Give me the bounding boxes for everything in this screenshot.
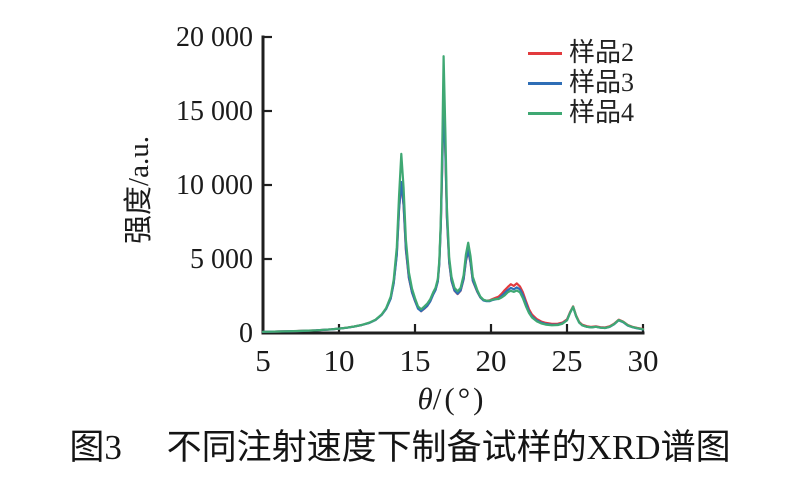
x-tick-label: 20 <box>476 343 507 378</box>
y-tick-label: 5 000 <box>190 244 253 275</box>
series-line-样品4 <box>261 55 645 333</box>
x-axis-label: θ/(°) <box>418 381 487 416</box>
xrd-chart-svg: 5 10 15 20 25 30 0 5 000 10 000 15 000 20 000 θ/(°)… <box>122 22 659 416</box>
caption-text: 不同注射速度下制备试样的XRD谱图 <box>166 428 731 467</box>
x-tick-label: 15 <box>400 343 431 378</box>
legend-label-sample4: 样品4 <box>569 98 635 127</box>
caption-number: 图3 <box>69 428 122 467</box>
chart-legend: 样品2 样品3 样品4 <box>528 38 634 128</box>
y-tick-label: 15 000 <box>176 96 253 127</box>
legend-line-swatch-green <box>528 111 562 115</box>
x-tick-label: 10 <box>324 343 355 378</box>
legend-label-sample3: 样品3 <box>569 68 635 97</box>
series-line-样品2 <box>261 96 645 333</box>
x-tick-label: 30 <box>628 343 659 378</box>
y-tick-label: 0 <box>239 318 253 349</box>
legend-item-sample4: 样品4 <box>528 98 634 128</box>
legend-item-sample2: 样品2 <box>528 38 634 68</box>
x-tick-label: 5 <box>255 343 271 378</box>
xrd-chart: 5 10 15 20 25 30 0 5 000 10 000 15 000 20 000 θ/(°)… <box>122 22 659 416</box>
legend-item-sample3: 样品3 <box>528 68 634 98</box>
legend-line-swatch-blue <box>528 81 562 85</box>
x-tick-label: 25 <box>552 343 583 378</box>
legend-label-sample2: 样品2 <box>569 38 635 67</box>
y-tick-label: 20 000 <box>176 22 253 53</box>
figure-caption: 图3 不同注射速度下制备试样的XRD谱图 <box>0 428 800 468</box>
series-line-样品3 <box>261 100 645 333</box>
y-axis-label: 强度/a.u. <box>122 136 155 244</box>
y-tick-label: 10 000 <box>176 170 253 201</box>
legend-line-swatch-red <box>528 51 562 55</box>
